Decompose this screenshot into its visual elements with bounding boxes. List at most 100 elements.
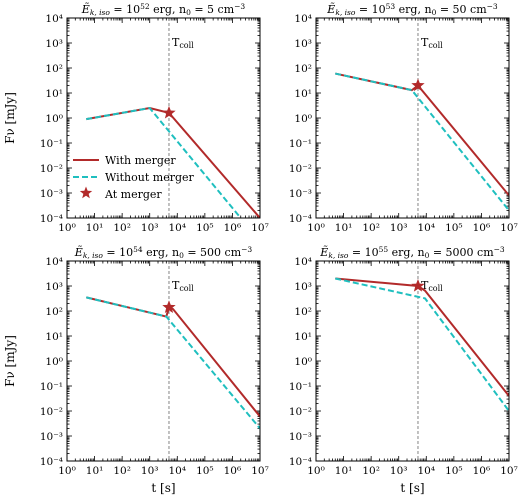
x-tick-label: 10³ [141, 465, 159, 477]
axes-frame [66, 17, 261, 219]
x-tick-label: 10⁴ [417, 222, 435, 234]
x-tick-label: 10⁵ [445, 222, 463, 234]
series-group [335, 72, 509, 212]
at-merger-star [162, 300, 176, 314]
x-tick-label: 10⁶ [224, 465, 242, 477]
y-tick-label: 10⁻⁴ [40, 456, 63, 468]
y-tick-label: 10⁴ [45, 13, 63, 25]
y-tick-label: 10¹ [45, 88, 63, 100]
without-merger-line [86, 106, 242, 218]
without-merger-line [335, 72, 509, 212]
y-tick-label: 10⁻¹ [40, 381, 63, 393]
x-tick-label: 10² [113, 222, 131, 234]
with-merger-line [86, 296, 260, 418]
x-tick-label: 10⁶ [473, 222, 491, 234]
x-tick-label: 10³ [390, 465, 408, 477]
y-tick-label: 10⁴ [45, 256, 63, 268]
at-merger-star [411, 279, 425, 292]
y-tick-label: 10⁰ [45, 113, 63, 125]
x-tick-label: 10⁷ [500, 222, 518, 234]
y-tick-label: 10⁻² [289, 163, 312, 175]
panel-title: Ẽk, iso = 1055 erg, n0 = 5000 cm−3 [319, 245, 505, 260]
y-tick-label: 10⁻¹ [289, 381, 312, 393]
x-tick-label: 10⁵ [445, 465, 463, 477]
y-tick-label: 10⁰ [294, 113, 312, 125]
x-tick-label: 10³ [141, 222, 159, 234]
legend-star-icon [79, 186, 93, 199]
at-merger-star [411, 78, 425, 92]
x-tick-label: 10⁷ [251, 222, 269, 234]
ticks [66, 260, 261, 462]
x-tick-label: 10¹ [86, 465, 104, 477]
t-coll-label: Tcoll [172, 36, 194, 50]
panel-4: 10⁰ 10¹ 10² 10³ 10⁴ 10⁵ 10⁶ 10⁷ 10⁻⁴ 10⁻³ 10⁻² 10⁻¹… [289, 245, 518, 495]
y-tick-label: 10⁻² [40, 406, 63, 418]
y-tick-label: 10⁻¹ [289, 138, 312, 150]
y-tick-label: 10³ [45, 38, 63, 50]
panel-title: Ẽk, iso = 1052 erg, n0 = 5 cm−3 [81, 2, 246, 17]
y-tick-label: 10² [45, 63, 63, 75]
axes-frame [66, 260, 261, 462]
x-tick-label: 10⁰ [307, 465, 325, 477]
x-tick-label: 10² [113, 465, 131, 477]
x-tick-label: 10¹ [86, 222, 104, 234]
x-tick-label: 10⁶ [473, 465, 491, 477]
y-tick-label: 10¹ [294, 331, 312, 343]
t-coll-label: Tcoll [172, 279, 194, 293]
y-tick-label: 10⁴ [294, 13, 312, 25]
y-tick-label: 10² [294, 63, 312, 75]
y-axis-label: Fν [mJy] [3, 92, 17, 144]
y-tick-label: 10⁻⁴ [40, 213, 63, 225]
axes-frame [315, 17, 510, 219]
x-tick-label: 10⁵ [196, 222, 214, 234]
series-group [86, 296, 260, 430]
x-tick-label: 10⁵ [196, 465, 214, 477]
x-axis-label: t [s] [400, 481, 424, 495]
y-tick-label: 10⁰ [45, 356, 63, 368]
ticks [315, 17, 510, 219]
x-tick-label: 10⁰ [58, 465, 76, 477]
with-merger-line [335, 277, 509, 397]
y-tick-label: 10⁻¹ [40, 138, 63, 150]
t-coll-label: Tcoll [421, 36, 443, 50]
panel-title: Ẽk, iso = 1054 erg, n0 = 500 cm−3 [74, 245, 253, 260]
y-tick-label: 10⁴ [294, 256, 312, 268]
axes-frame [315, 260, 510, 462]
y-tick-label: 10⁻³ [40, 431, 63, 443]
y-tick-label: 10² [45, 306, 63, 318]
y-tick-label: 10⁰ [294, 356, 312, 368]
y-tick-label: 10³ [294, 281, 312, 293]
y-tick-label: 10⁻⁴ [289, 456, 312, 468]
y-tick-label: 10⁻³ [289, 431, 312, 443]
series-group [86, 106, 260, 218]
without-merger-line [86, 296, 260, 430]
x-tick-label: 10¹ [335, 222, 353, 234]
legend-with-merger-label: With merger [105, 154, 176, 167]
legend-without-merger-label: Without merger [105, 171, 195, 184]
x-tick-label: 10⁷ [251, 465, 269, 477]
y-tick-label: 10² [294, 306, 312, 318]
legend-at-merger-label: At merger [104, 188, 162, 201]
panel-1: 10⁰ 10¹ 10² 10³ 10⁴ 10⁵ 10⁶ 10⁷ 10⁻⁴ 10⁻³ 10⁻² 10⁻¹… [3, 2, 269, 234]
x-tick-label: 10⁷ [500, 465, 518, 477]
x-tick-label: 10¹ [335, 465, 353, 477]
y-tick-label: 10³ [45, 281, 63, 293]
panel-2: 10⁰ 10¹ 10² 10³ 10⁴ 10⁵ 10⁶ 10⁷ 10⁻⁴ 10⁻³ 10⁻² 10⁻¹… [289, 2, 518, 234]
y-tick-label: 10⁻⁴ [289, 213, 312, 225]
x-tick-label: 10⁰ [307, 222, 325, 234]
y-tick-label: 10⁻³ [289, 188, 312, 200]
y-tick-label: 10¹ [294, 88, 312, 100]
y-tick-label: 10⁻² [40, 163, 63, 175]
x-axis-label: t [s] [151, 481, 175, 495]
x-tick-label: 10² [362, 222, 380, 234]
y-tick-label: 10¹ [45, 331, 63, 343]
t-coll-label: Tcoll [421, 279, 443, 293]
y-tick-label: 10⁻² [289, 406, 312, 418]
panel-title: Ẽk, iso = 1053 erg, n0 = 50 cm−3 [326, 2, 498, 17]
x-tick-label: 10³ [390, 222, 408, 234]
x-tick-label: 10⁴ [168, 465, 186, 477]
x-tick-label: 10⁴ [168, 222, 186, 234]
y-tick-label: 10⁻³ [40, 188, 63, 200]
y-axis-label: Fν [mJy] [3, 335, 17, 387]
